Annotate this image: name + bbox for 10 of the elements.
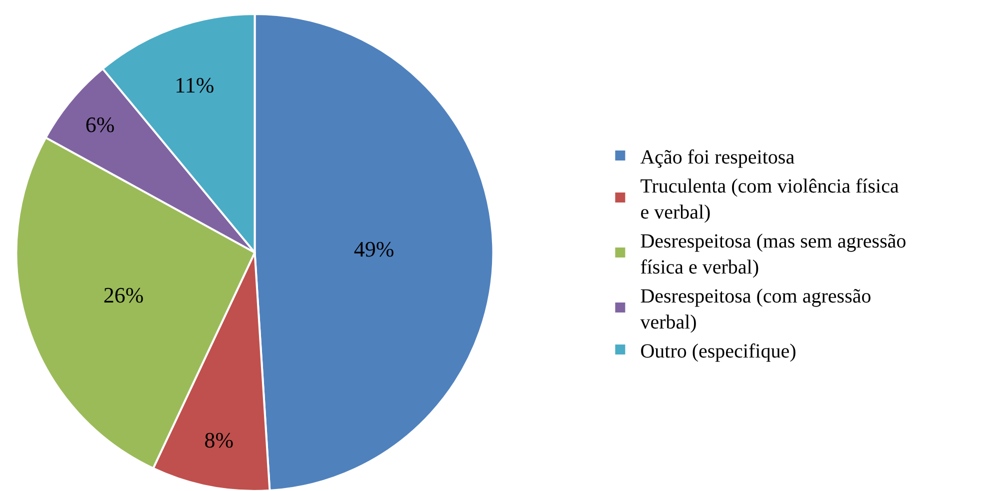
- legend-label: Truculenta (com violência física e verbal): [640, 175, 899, 224]
- legend-label: Ação foi respeitosa: [640, 146, 795, 168]
- legend-label: Outro (especifique): [640, 340, 796, 362]
- data-label: 26%: [103, 282, 144, 308]
- data-label: 49%: [354, 236, 394, 262]
- legend-label: Desrespeitosa (mas sem agressão física e verbal): [640, 230, 906, 278]
- legend-label: Desrespeitosa (com agressão verbal): [640, 285, 872, 334]
- data-label: 6%: [85, 112, 115, 137]
- data-label: 8%: [204, 428, 234, 453]
- data-label: 11%: [174, 72, 214, 98]
